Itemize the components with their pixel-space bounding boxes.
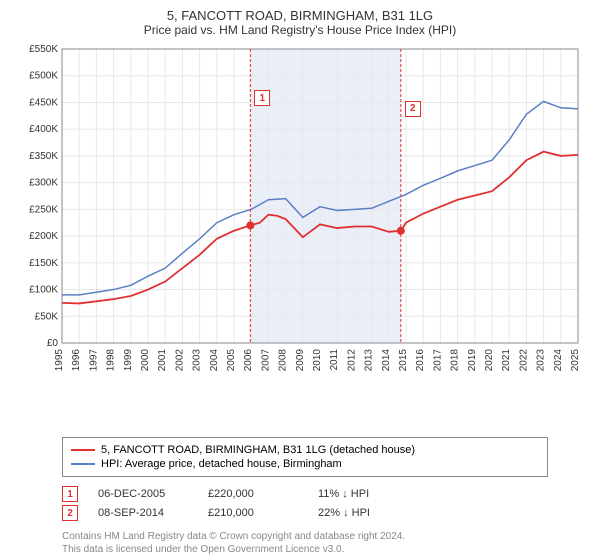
legend-swatch [71,449,95,451]
svg-text:2004: 2004 [209,349,220,372]
svg-text:2013: 2013 [364,349,375,372]
chart-sale-marker: 2 [405,101,421,117]
svg-text:£350K: £350K [29,151,58,162]
sales-table: 1 06-DEC-2005 £220,000 11% ↓ HPI 2 08-SE… [62,483,548,524]
svg-text:2014: 2014 [381,349,392,372]
svg-text:£450K: £450K [29,97,58,108]
svg-text:2018: 2018 [450,349,461,372]
chart-container: 5, FANCOTT ROAD, BIRMINGHAM, B31 1LG Pri… [0,0,600,560]
svg-text:2022: 2022 [518,349,529,372]
svg-text:£550K: £550K [29,44,58,55]
svg-text:2019: 2019 [467,349,478,372]
sale-marker-icon: 2 [62,505,78,521]
chart-sale-marker: 1 [254,90,270,106]
chart-title: 5, FANCOTT ROAD, BIRMINGHAM, B31 1LG [12,8,588,23]
sale-price: £220,000 [208,488,298,500]
svg-text:2023: 2023 [536,349,547,372]
svg-text:£200K: £200K [29,231,58,242]
sale-delta: 22% ↓ HPI [318,507,408,519]
sale-delta: 11% ↓ HPI [318,488,408,500]
sale-row: 2 08-SEP-2014 £210,000 22% ↓ HPI [62,505,548,521]
svg-text:2015: 2015 [398,349,409,372]
svg-text:2016: 2016 [415,349,426,372]
svg-text:2005: 2005 [226,349,237,372]
legend-item: 5, FANCOTT ROAD, BIRMINGHAM, B31 1LG (de… [71,444,539,456]
svg-text:1995: 1995 [54,349,65,372]
svg-text:2001: 2001 [157,349,168,372]
svg-text:2021: 2021 [501,349,512,372]
svg-text:£400K: £400K [29,124,58,135]
svg-text:1999: 1999 [123,349,134,372]
svg-text:2008: 2008 [278,349,289,372]
chart-subtitle: Price paid vs. HM Land Registry's House … [12,23,588,37]
svg-text:1996: 1996 [71,349,82,372]
svg-text:£0: £0 [47,338,59,349]
chart-area: £0 £50K £100K £150K £200K £250K £300K £350K £400… [12,43,588,433]
svg-text:2017: 2017 [432,349,443,372]
footer-attribution: Contains HM Land Registry data © Crown c… [62,530,548,556]
svg-text:1997: 1997 [88,349,99,372]
line-chart: £0 £50K £100K £150K £200K £250K £300K £350K £400… [12,43,588,383]
svg-text:£150K: £150K [29,258,58,269]
svg-text:£250K: £250K [29,204,58,215]
svg-text:2012: 2012 [346,349,357,372]
legend-label: HPI: Average price, detached house, Birm… [101,458,342,470]
svg-text:2002: 2002 [174,349,185,372]
svg-text:2011: 2011 [329,349,340,371]
sale-price: £210,000 [208,507,298,519]
sale-row: 1 06-DEC-2005 £220,000 11% ↓ HPI [62,486,548,502]
svg-text:£500K: £500K [29,71,58,82]
svg-text:2025: 2025 [570,349,581,372]
sale-date: 08-SEP-2014 [98,507,188,519]
svg-text:2020: 2020 [484,349,495,372]
svg-text:2024: 2024 [553,349,564,372]
svg-text:2003: 2003 [192,349,203,372]
svg-text:2010: 2010 [312,349,323,372]
legend-item: HPI: Average price, detached house, Birm… [71,458,539,470]
svg-text:£50K: £50K [35,311,59,322]
svg-text:2006: 2006 [243,349,254,372]
legend-swatch [71,463,95,465]
svg-text:2007: 2007 [260,349,271,372]
legend-box: 5, FANCOTT ROAD, BIRMINGHAM, B31 1LG (de… [62,437,548,477]
svg-text:2000: 2000 [140,349,151,372]
legend-label: 5, FANCOTT ROAD, BIRMINGHAM, B31 1LG (de… [101,444,415,456]
sale-marker-icon: 1 [62,486,78,502]
sale-date: 06-DEC-2005 [98,488,188,500]
svg-text:1998: 1998 [106,349,117,372]
svg-text:£300K: £300K [29,178,58,189]
svg-text:2009: 2009 [295,349,306,372]
svg-text:£100K: £100K [29,285,58,296]
